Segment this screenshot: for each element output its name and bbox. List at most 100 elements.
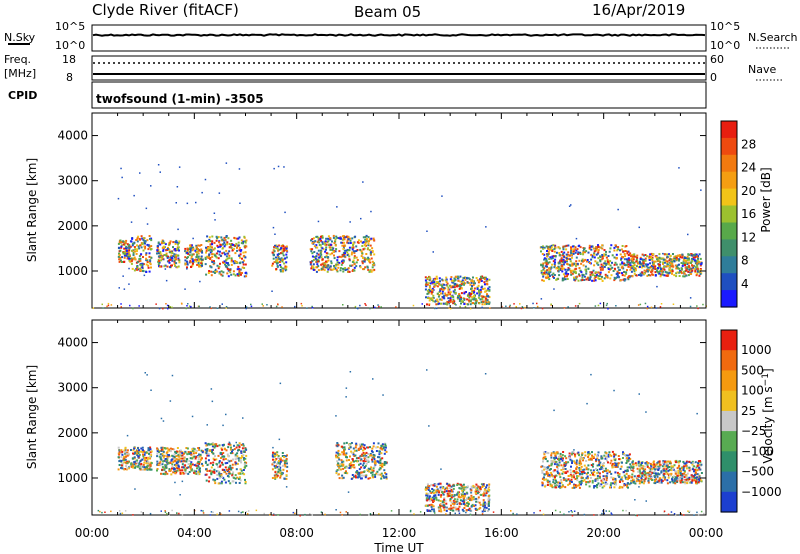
velocity-data-point [211, 442, 214, 444]
power-data-point [551, 257, 554, 260]
freq-frame [91, 55, 707, 81]
power-data-point [593, 256, 596, 259]
power-data-point [668, 253, 670, 256]
power-data-point [364, 266, 367, 269]
power-data-point [167, 246, 169, 249]
power-data-point [651, 264, 654, 267]
velocity-data-point [442, 493, 445, 496]
velocity-data-point [475, 490, 478, 493]
velocity-data-point [175, 462, 178, 465]
power-data-point [92, 307, 95, 309]
power-data-point [176, 266, 179, 269]
velocity-data-point [465, 509, 468, 512]
power-data-point [184, 288, 186, 290]
power-data-point [346, 254, 349, 257]
power-data-point [159, 171, 161, 173]
power-colorbar-frame [720, 120, 738, 308]
power-data-point [685, 261, 688, 264]
power-data-point [639, 256, 642, 259]
power-data-point [564, 268, 567, 271]
power-data-point [343, 255, 346, 258]
power-data-point [233, 244, 236, 247]
velocity-data-point [481, 510, 484, 513]
power-data-point [570, 254, 573, 256]
power-data-point [428, 304, 430, 306]
power-data-point [442, 302, 445, 305]
velocity-data-point [375, 450, 378, 452]
velocity-data-point [621, 476, 624, 479]
power-data-point [542, 275, 545, 278]
power-data-point [235, 261, 238, 264]
power-data-point [316, 252, 319, 255]
power-data-point [125, 254, 128, 257]
power-data-point [693, 264, 696, 267]
velocity-data-point [149, 446, 152, 449]
power-data-point [688, 261, 691, 264]
power-data-point [168, 241, 171, 244]
velocity-data-point [486, 484, 488, 487]
power-data-point [627, 263, 630, 266]
velocity-data-point [193, 470, 196, 473]
power-data-point [371, 250, 374, 253]
velocity-data-point [190, 468, 193, 471]
power-data-point [343, 244, 346, 247]
velocity-data-point [222, 455, 225, 458]
velocity-data-point [383, 446, 385, 449]
power-data-point [567, 257, 570, 260]
velocity-data-point [365, 455, 368, 458]
power-data-point [488, 302, 491, 305]
power-data-point [325, 248, 327, 251]
power-data-point [364, 241, 367, 244]
velocity-data-point [605, 479, 608, 482]
power-data-point [157, 263, 160, 266]
power-data-point [666, 264, 669, 266]
velocity-data-point [169, 447, 172, 450]
power-data-point [126, 257, 129, 260]
velocity-data-point [205, 473, 208, 476]
power-data-point [245, 239, 248, 242]
velocity-data-point [461, 485, 464, 488]
velocity-data-point [339, 465, 342, 468]
power-data-point [460, 292, 463, 295]
power-data-point [136, 237, 139, 240]
power-colorbar-tick-0: 4 [741, 277, 749, 291]
velocity-data-point [156, 452, 159, 455]
power-data-point [272, 249, 275, 252]
power-data-point [542, 268, 545, 271]
power-data-point [553, 263, 556, 266]
power-data-point [636, 261, 639, 264]
power-data-point [361, 252, 364, 255]
velocity-data-point [234, 477, 237, 480]
power-data-point [686, 266, 689, 269]
velocity-data-point [184, 460, 186, 463]
power-data-point [565, 272, 567, 275]
power-data-point [222, 243, 225, 246]
nave-label: Nave [748, 63, 776, 76]
power-data-point [597, 277, 600, 280]
velocity-data-point [123, 455, 125, 458]
power-data-point [162, 249, 165, 252]
power-data-point [244, 272, 247, 274]
power-data-point [310, 239, 312, 242]
velocity-data-point [166, 472, 169, 475]
power-data-point [545, 276, 547, 279]
power-data-point [550, 257, 553, 260]
power-data-point [481, 275, 484, 278]
power-data-point [664, 258, 667, 261]
power-data-point [678, 271, 681, 274]
power-data-point [372, 263, 375, 266]
velocity-data-point [362, 460, 365, 462]
power-data-point [666, 262, 669, 265]
velocity-data-point [487, 495, 490, 498]
power-data-point [174, 249, 177, 252]
velocity-data-point [218, 472, 221, 475]
power-data-point [344, 252, 346, 255]
power-data-point [226, 252, 229, 255]
power-data-point [697, 307, 699, 310]
power-data-point [342, 253, 345, 256]
power-data-point [616, 270, 619, 273]
power-data-point [213, 247, 216, 250]
velocity-data-point [549, 484, 552, 487]
power-data-point [243, 254, 246, 257]
power-data-point [315, 235, 318, 238]
